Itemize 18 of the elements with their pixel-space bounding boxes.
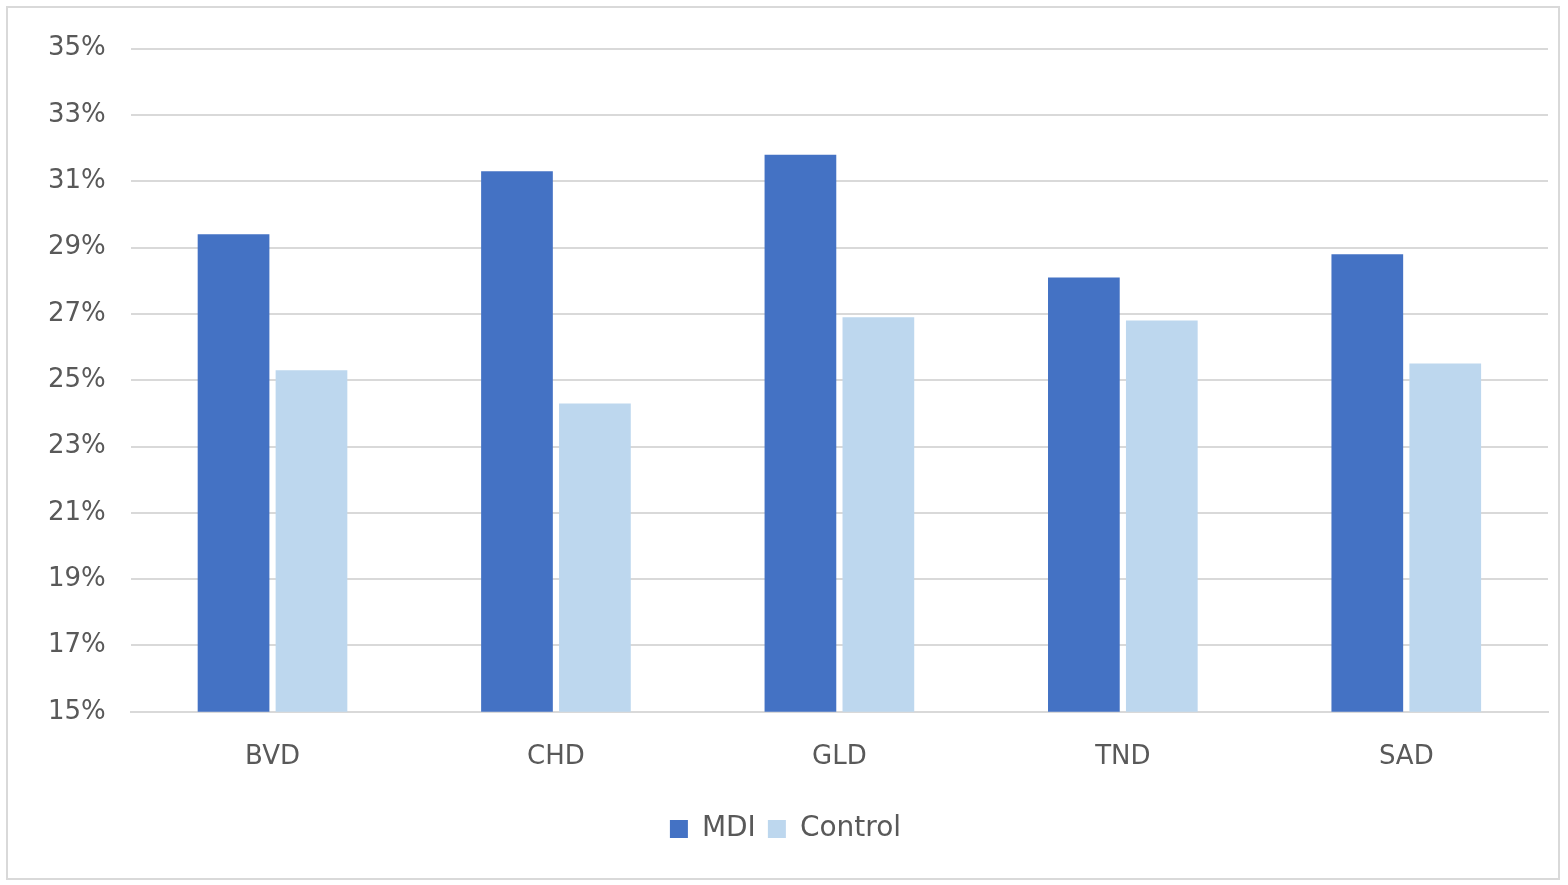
y-tick-label: 19% (47, 561, 106, 592)
y-tick-label: 35% (47, 31, 106, 62)
x-tick-label: TND (1094, 740, 1151, 771)
y-tick-label: 15% (47, 694, 106, 725)
y-tick-label: 25% (47, 362, 106, 393)
y-tick-label: 31% (47, 163, 106, 194)
y-tick-label: 33% (47, 97, 106, 128)
x-tick-label: GLD (812, 740, 867, 771)
x-tick-label: CHD (527, 740, 585, 771)
legend-label: MDI (701, 810, 756, 844)
y-tick-label: 29% (47, 230, 106, 261)
x-tick-label: SAD (1378, 740, 1434, 771)
y-tick-label: 17% (47, 628, 106, 659)
x-tick-label: BVD (245, 740, 300, 771)
y-tick-label: 27% (47, 296, 106, 327)
legend-label: Control (799, 810, 902, 844)
y-tick-label: 23% (47, 429, 106, 460)
y-tick-label: 21% (47, 495, 106, 526)
